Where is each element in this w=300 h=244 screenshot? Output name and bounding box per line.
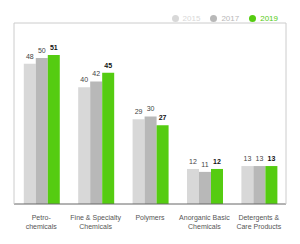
svg-text:Polymers: Polymers	[135, 214, 165, 222]
svg-text:42: 42	[92, 70, 100, 77]
svg-text:Fine & SpecialtyChemicals: Fine & SpecialtyChemicals	[70, 214, 121, 230]
svg-text:13: 13	[243, 155, 251, 162]
svg-text:50: 50	[38, 47, 46, 54]
svg-text:48: 48	[26, 53, 34, 60]
svg-text:13: 13	[255, 155, 263, 162]
svg-text:45: 45	[104, 62, 112, 69]
svg-text:Anorganic BasicChemicals: Anorganic BasicChemicals	[179, 214, 230, 230]
html-text:2015: 2015	[182, 14, 201, 23]
svg-text:29: 29	[135, 108, 143, 115]
svg-text:Petro-chemicals: Petro-chemicals	[26, 214, 58, 230]
html-text:2019: 2019	[260, 14, 278, 23]
svg-text:27: 27	[159, 114, 167, 121]
svg-text:12: 12	[189, 158, 197, 165]
svg-text:11: 11	[201, 161, 208, 168]
html-text:2017: 2017	[221, 14, 240, 23]
svg-text:30: 30	[147, 105, 155, 112]
svg-text:51: 51	[50, 44, 58, 51]
svg-text:40: 40	[80, 76, 88, 83]
svg-text:12: 12	[213, 158, 221, 165]
svg-text:13: 13	[267, 155, 275, 162]
svg-text:Detergents &Care Products: Detergents &Care Products	[236, 214, 281, 230]
